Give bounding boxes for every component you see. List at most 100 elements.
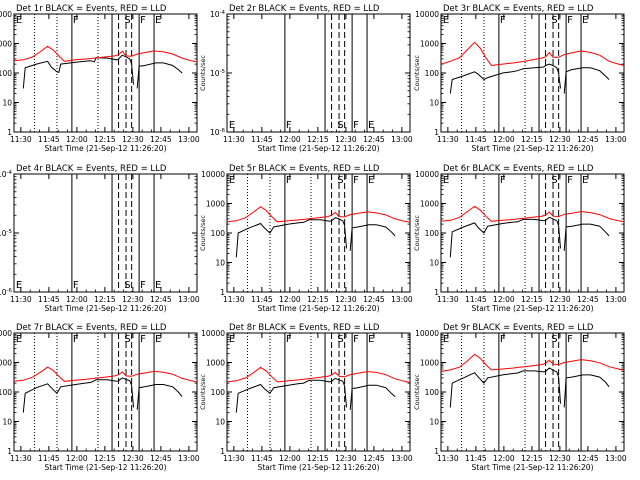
flag-label-s: S <box>124 280 130 291</box>
events-series-line <box>563 67 610 94</box>
events-series-line <box>136 62 183 89</box>
flag-label-e: E <box>155 15 161 26</box>
y-axis-label: Counts/sec <box>199 55 207 91</box>
y-tick-label: 10000 <box>201 329 225 338</box>
y-tick-label: 1000 <box>206 200 225 209</box>
flag-label-s: S <box>551 334 557 345</box>
lld-series-line <box>440 353 625 372</box>
y-tick-label: 1 <box>434 288 439 297</box>
x-tick-label: 13:00 <box>391 135 413 144</box>
flag-label-f: F <box>353 120 359 131</box>
flag-label-e: E <box>443 175 449 186</box>
plot-frame <box>226 332 411 452</box>
x-tick-label: 11:30 <box>10 454 32 463</box>
y-axis-label: Counts/sec <box>413 215 421 251</box>
x-tick-label: 12:00 <box>279 295 301 304</box>
x-tick-label: 11:30 <box>223 295 245 304</box>
y-tick-label: 10-4 <box>0 170 13 179</box>
lld-series-line <box>226 206 411 223</box>
events-series-line <box>563 374 610 408</box>
lld-series-line <box>13 45 198 63</box>
x-tick-label: 12:45 <box>150 135 172 144</box>
flag-label-e: E <box>443 334 449 345</box>
y-tick-label: 100 <box>211 229 226 238</box>
panel-title: Det 3r BLACK = Events, RED = LLD <box>443 4 594 14</box>
y-tick-label: 10 <box>429 99 439 108</box>
y-tick-label: 1000 <box>420 359 439 368</box>
x-tick-label: 12:00 <box>279 454 301 463</box>
y-tick-label: 10-6 <box>210 128 226 137</box>
y-tick-label: 10-5 <box>0 229 13 238</box>
x-tick-label: 13:00 <box>605 295 627 304</box>
x-tick-label: 12:30 <box>335 135 357 144</box>
flag-label-s: S <box>124 334 130 345</box>
x-tick-label: 12:00 <box>493 295 515 304</box>
panel-title: Det 5r BLACK = Events, RED = LLD <box>229 164 380 174</box>
detector-panel-9: Det 9r BLACK = Events, RED = LLD 1 10 100 10… <box>413 323 627 472</box>
x-tick-label: 12:15 <box>521 135 543 144</box>
x-tick-label: 11:45 <box>465 135 487 144</box>
flag-label-e: E <box>155 334 161 345</box>
x-tick-label: 12:45 <box>150 454 172 463</box>
y-tick-label: 1 <box>220 288 225 297</box>
x-tick-label: 12:15 <box>307 135 329 144</box>
flag-label-f: F <box>567 15 573 26</box>
y-tick-label: 1 <box>434 447 439 456</box>
y-tick-label: 100 <box>425 229 440 238</box>
flag-label-f: F <box>73 15 79 26</box>
events-series-line <box>449 367 561 408</box>
y-tick-label: 100 <box>0 69 12 78</box>
x-axis-label: Start Time (21-Sep-12 11:26:20) <box>45 304 167 313</box>
lld-series-line <box>440 205 625 223</box>
panel-title: Det 1r BLACK = Events, RED = LLD <box>16 4 167 14</box>
panel-title: Det 2r BLACK = Events, RED = LLD <box>229 4 380 14</box>
plot-frame <box>440 13 625 133</box>
x-tick-label: 11:30 <box>10 295 32 304</box>
flag-label-f: F <box>500 175 506 186</box>
y-tick-label: 100 <box>425 388 440 397</box>
plot-frame <box>440 332 625 452</box>
detector-panel-3: Det 3r BLACK = Events, RED = LLD 1 10 100 10… <box>413 4 627 153</box>
x-tick-label: 12:30 <box>549 295 571 304</box>
panel-title: Det 8r BLACK = Events, RED = LLD <box>229 323 380 333</box>
detector-panel-7: Det 7r BLACK = Events, RED = LLD 1 10 100 10… <box>0 323 200 472</box>
flag-label-f: F <box>140 15 146 26</box>
flag-label-s: S <box>337 175 343 186</box>
x-tick-label: 12:30 <box>549 454 571 463</box>
flag-label-f: F <box>353 175 359 186</box>
events-series-line <box>235 377 347 413</box>
plot-frame <box>440 173 625 293</box>
flag-label-e: E <box>582 175 588 186</box>
flag-label-f: F <box>73 280 79 291</box>
x-axis-label: Start Time (21-Sep-12 11:26:20) <box>472 144 594 153</box>
flag-label-s: S <box>337 120 343 131</box>
x-axis-label: Start Time (21-Sep-12 11:26:20) <box>472 304 594 313</box>
panel-title: Det 4r BLACK = Events, RED = LLD <box>16 164 167 174</box>
flag-label-f: F <box>567 334 573 345</box>
flag-label-e: E <box>229 120 235 131</box>
y-tick-label: 1000 <box>420 40 439 49</box>
x-tick-label: 12:15 <box>94 135 116 144</box>
events-series-line <box>449 63 561 94</box>
x-axis-label: Start Time (21-Sep-12 11:26:20) <box>45 463 167 472</box>
x-tick-label: 12:15 <box>307 295 329 304</box>
flag-label-s: S <box>551 175 557 186</box>
plot-frame <box>13 13 198 133</box>
x-tick-label: 13:00 <box>178 135 200 144</box>
events-series-line <box>449 216 561 258</box>
x-axis-label: Start Time (21-Sep-12 11:26:20) <box>45 144 167 153</box>
y-tick-label: 1 <box>220 447 225 456</box>
events-series-line <box>349 224 396 251</box>
detector-panel-6: Det 6r BLACK = Events, RED = LLD 1 10 100 10… <box>413 164 627 313</box>
y-tick-label: 1 <box>434 128 439 137</box>
y-tick-label: 100 <box>0 388 12 397</box>
y-tick-label: 10-5 <box>210 69 226 78</box>
y-tick-label: 10000 <box>201 170 225 179</box>
y-tick-label: 10 <box>215 418 225 427</box>
x-tick-label: 12:15 <box>521 454 543 463</box>
events-series-line <box>235 217 347 258</box>
x-axis-label: Start Time (21-Sep-12 11:26:20) <box>258 304 380 313</box>
panel-title: Det 7r BLACK = Events, RED = LLD <box>16 323 167 333</box>
x-tick-label: 13:00 <box>178 295 200 304</box>
x-tick-label: 13:00 <box>178 454 200 463</box>
